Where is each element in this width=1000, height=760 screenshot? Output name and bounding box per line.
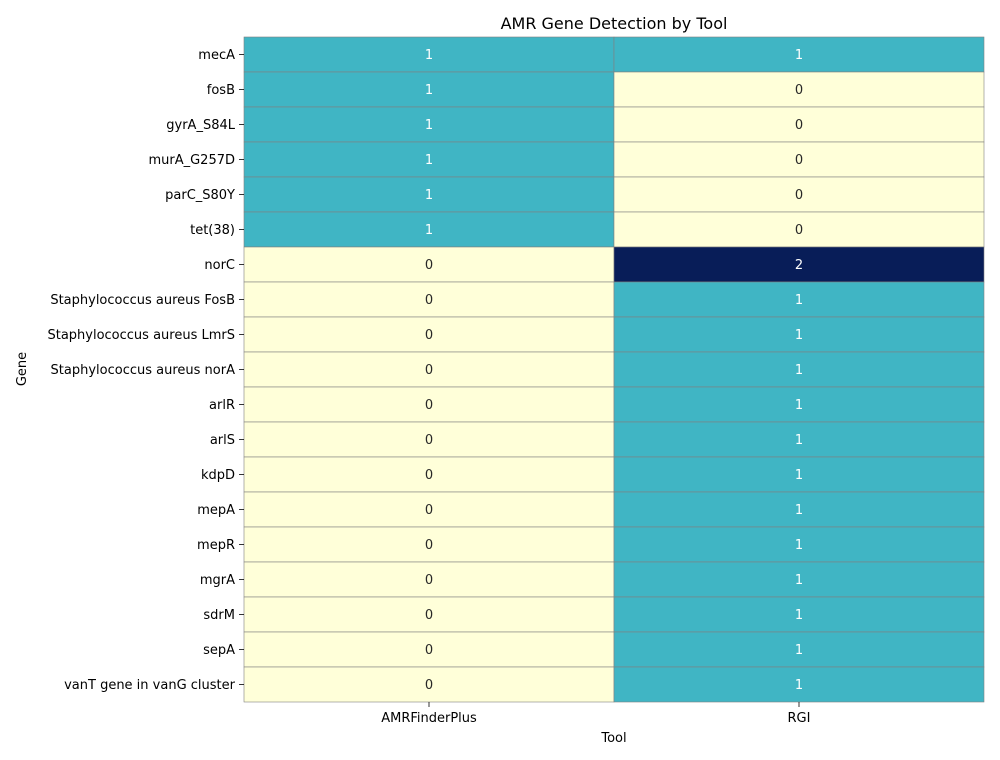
heatmap-cell [613, 246, 985, 283]
heatmap-cell [613, 386, 985, 423]
y-tick-label: kdpD [201, 468, 235, 483]
y-tick-label: parC_S80Y [165, 188, 235, 203]
heatmap-cell [243, 631, 615, 668]
cell-value-label: 1 [795, 293, 803, 308]
y-tick-label: vanT gene in vanG cluster [64, 678, 236, 693]
heatmap-cell [613, 491, 985, 528]
heatmap-cell [243, 491, 615, 528]
cell-value-label: 0 [425, 538, 433, 553]
heatmap-cell [613, 351, 985, 388]
y-tick-label: Staphylococcus aureus LmrS [47, 328, 235, 343]
y-tick-label: sdrM [203, 608, 235, 623]
y-axis-label: Gene [15, 352, 30, 386]
cell-value-label: 1 [795, 433, 803, 448]
y-tick-label: Staphylococcus aureus norA [51, 363, 236, 378]
y-tick-label: gyrA_S84L [166, 118, 235, 133]
heatmap-cells: 1 1 1 0 1 0 1 0 1 0 1 0 0 2 0 1 0 1 0 1 0 1 0 1 0 1 0 1 0 1 0 1 0 1 0 1 0 1 [243, 36, 985, 703]
cell-value-label: 1 [425, 83, 433, 98]
heatmap-cell [613, 106, 985, 143]
cell-value-label: 2 [795, 258, 803, 273]
cell-value-label: 0 [425, 258, 433, 273]
cell-value-label: 0 [425, 293, 433, 308]
heatmap-cell [613, 281, 985, 318]
heatmap-cell [613, 36, 985, 73]
cell-value-label: 1 [425, 188, 433, 203]
cell-value-label: 1 [425, 118, 433, 133]
cell-value-label: 1 [795, 398, 803, 413]
y-tick-label: murA_G257D [148, 153, 235, 168]
y-tick-label: arlR [209, 398, 235, 413]
cell-value-label: 1 [795, 608, 803, 623]
cell-value-label: 0 [425, 398, 433, 413]
y-tick-label: mepA [197, 503, 235, 518]
heatmap-cell [613, 176, 985, 213]
cell-value-label: 1 [795, 328, 803, 343]
heatmap-cell [243, 526, 615, 563]
cell-value-label: 1 [795, 363, 803, 378]
heatmap-cell [243, 351, 615, 388]
cell-value-label: 0 [425, 643, 433, 658]
y-tick-label: sepA [203, 643, 235, 658]
chart-title: AMR Gene Detection by Tool [501, 14, 728, 33]
cell-value-label: 0 [425, 433, 433, 448]
heatmap-cell [613, 71, 985, 108]
cell-value-label: 0 [795, 223, 803, 238]
heatmap-cell [243, 316, 615, 353]
cell-value-label: 1 [425, 48, 433, 63]
heatmap-cell [243, 36, 615, 73]
heatmap-cell [243, 106, 615, 143]
y-tick-label: tet(38) [190, 223, 235, 238]
heatmap-cell [243, 456, 615, 493]
cell-value-label: 0 [425, 573, 433, 588]
cell-value-label: 1 [425, 153, 433, 168]
heatmap-cell [613, 666, 985, 703]
cell-value-label: 0 [425, 468, 433, 483]
heatmap-cell [243, 281, 615, 318]
cell-value-label: 1 [795, 678, 803, 693]
heatmap-cell [243, 246, 615, 283]
heatmap-cell [613, 456, 985, 493]
heatmap-cell [613, 211, 985, 248]
cell-value-label: 1 [425, 223, 433, 238]
y-tick-label: mgrA [200, 573, 235, 588]
heatmap-cell [243, 421, 615, 458]
heatmap-cell [613, 631, 985, 668]
cell-value-label: 1 [795, 573, 803, 588]
y-tick-label: mecA [198, 48, 235, 63]
cell-value-label: 0 [795, 153, 803, 168]
cell-value-label: 1 [795, 468, 803, 483]
cell-value-label: 1 [795, 643, 803, 658]
cell-value-label: 0 [425, 503, 433, 518]
y-tick-labels: mecA fosB gyrA_S84L murA_G257D parC_S80Y tet(… [47, 48, 244, 693]
cell-value-label: 1 [795, 503, 803, 518]
cell-value-label: 1 [795, 538, 803, 553]
x-tick-labels: AMRFinderPlus RGI [381, 702, 810, 726]
heatmap-cell [613, 526, 985, 563]
y-tick-label: arlS [210, 433, 235, 448]
heatmap-cell [243, 386, 615, 423]
y-tick-label: mepR [197, 538, 235, 553]
x-tick-label: RGI [788, 711, 811, 726]
cell-value-label: 0 [795, 83, 803, 98]
x-tick-label: AMRFinderPlus [381, 711, 477, 726]
y-tick-label: Staphylococcus aureus FosB [50, 293, 235, 308]
heatmap-cell [243, 666, 615, 703]
cell-value-label: 0 [795, 188, 803, 203]
cell-value-label: 0 [425, 363, 433, 378]
cell-value-label: 0 [425, 678, 433, 693]
heatmap-cell [613, 141, 985, 178]
heatmap-cell [613, 316, 985, 353]
heatmap-cell [243, 561, 615, 598]
cell-value-label: 0 [425, 608, 433, 623]
heatmap-cell [243, 71, 615, 108]
y-tick-label: fosB [207, 83, 235, 98]
cell-value-label: 1 [795, 48, 803, 63]
cell-value-label: 0 [795, 118, 803, 133]
y-tick-label: norC [204, 258, 235, 273]
cell-value-label: 0 [425, 328, 433, 343]
heatmap-cell [613, 421, 985, 458]
x-axis-label: Tool [600, 731, 626, 746]
